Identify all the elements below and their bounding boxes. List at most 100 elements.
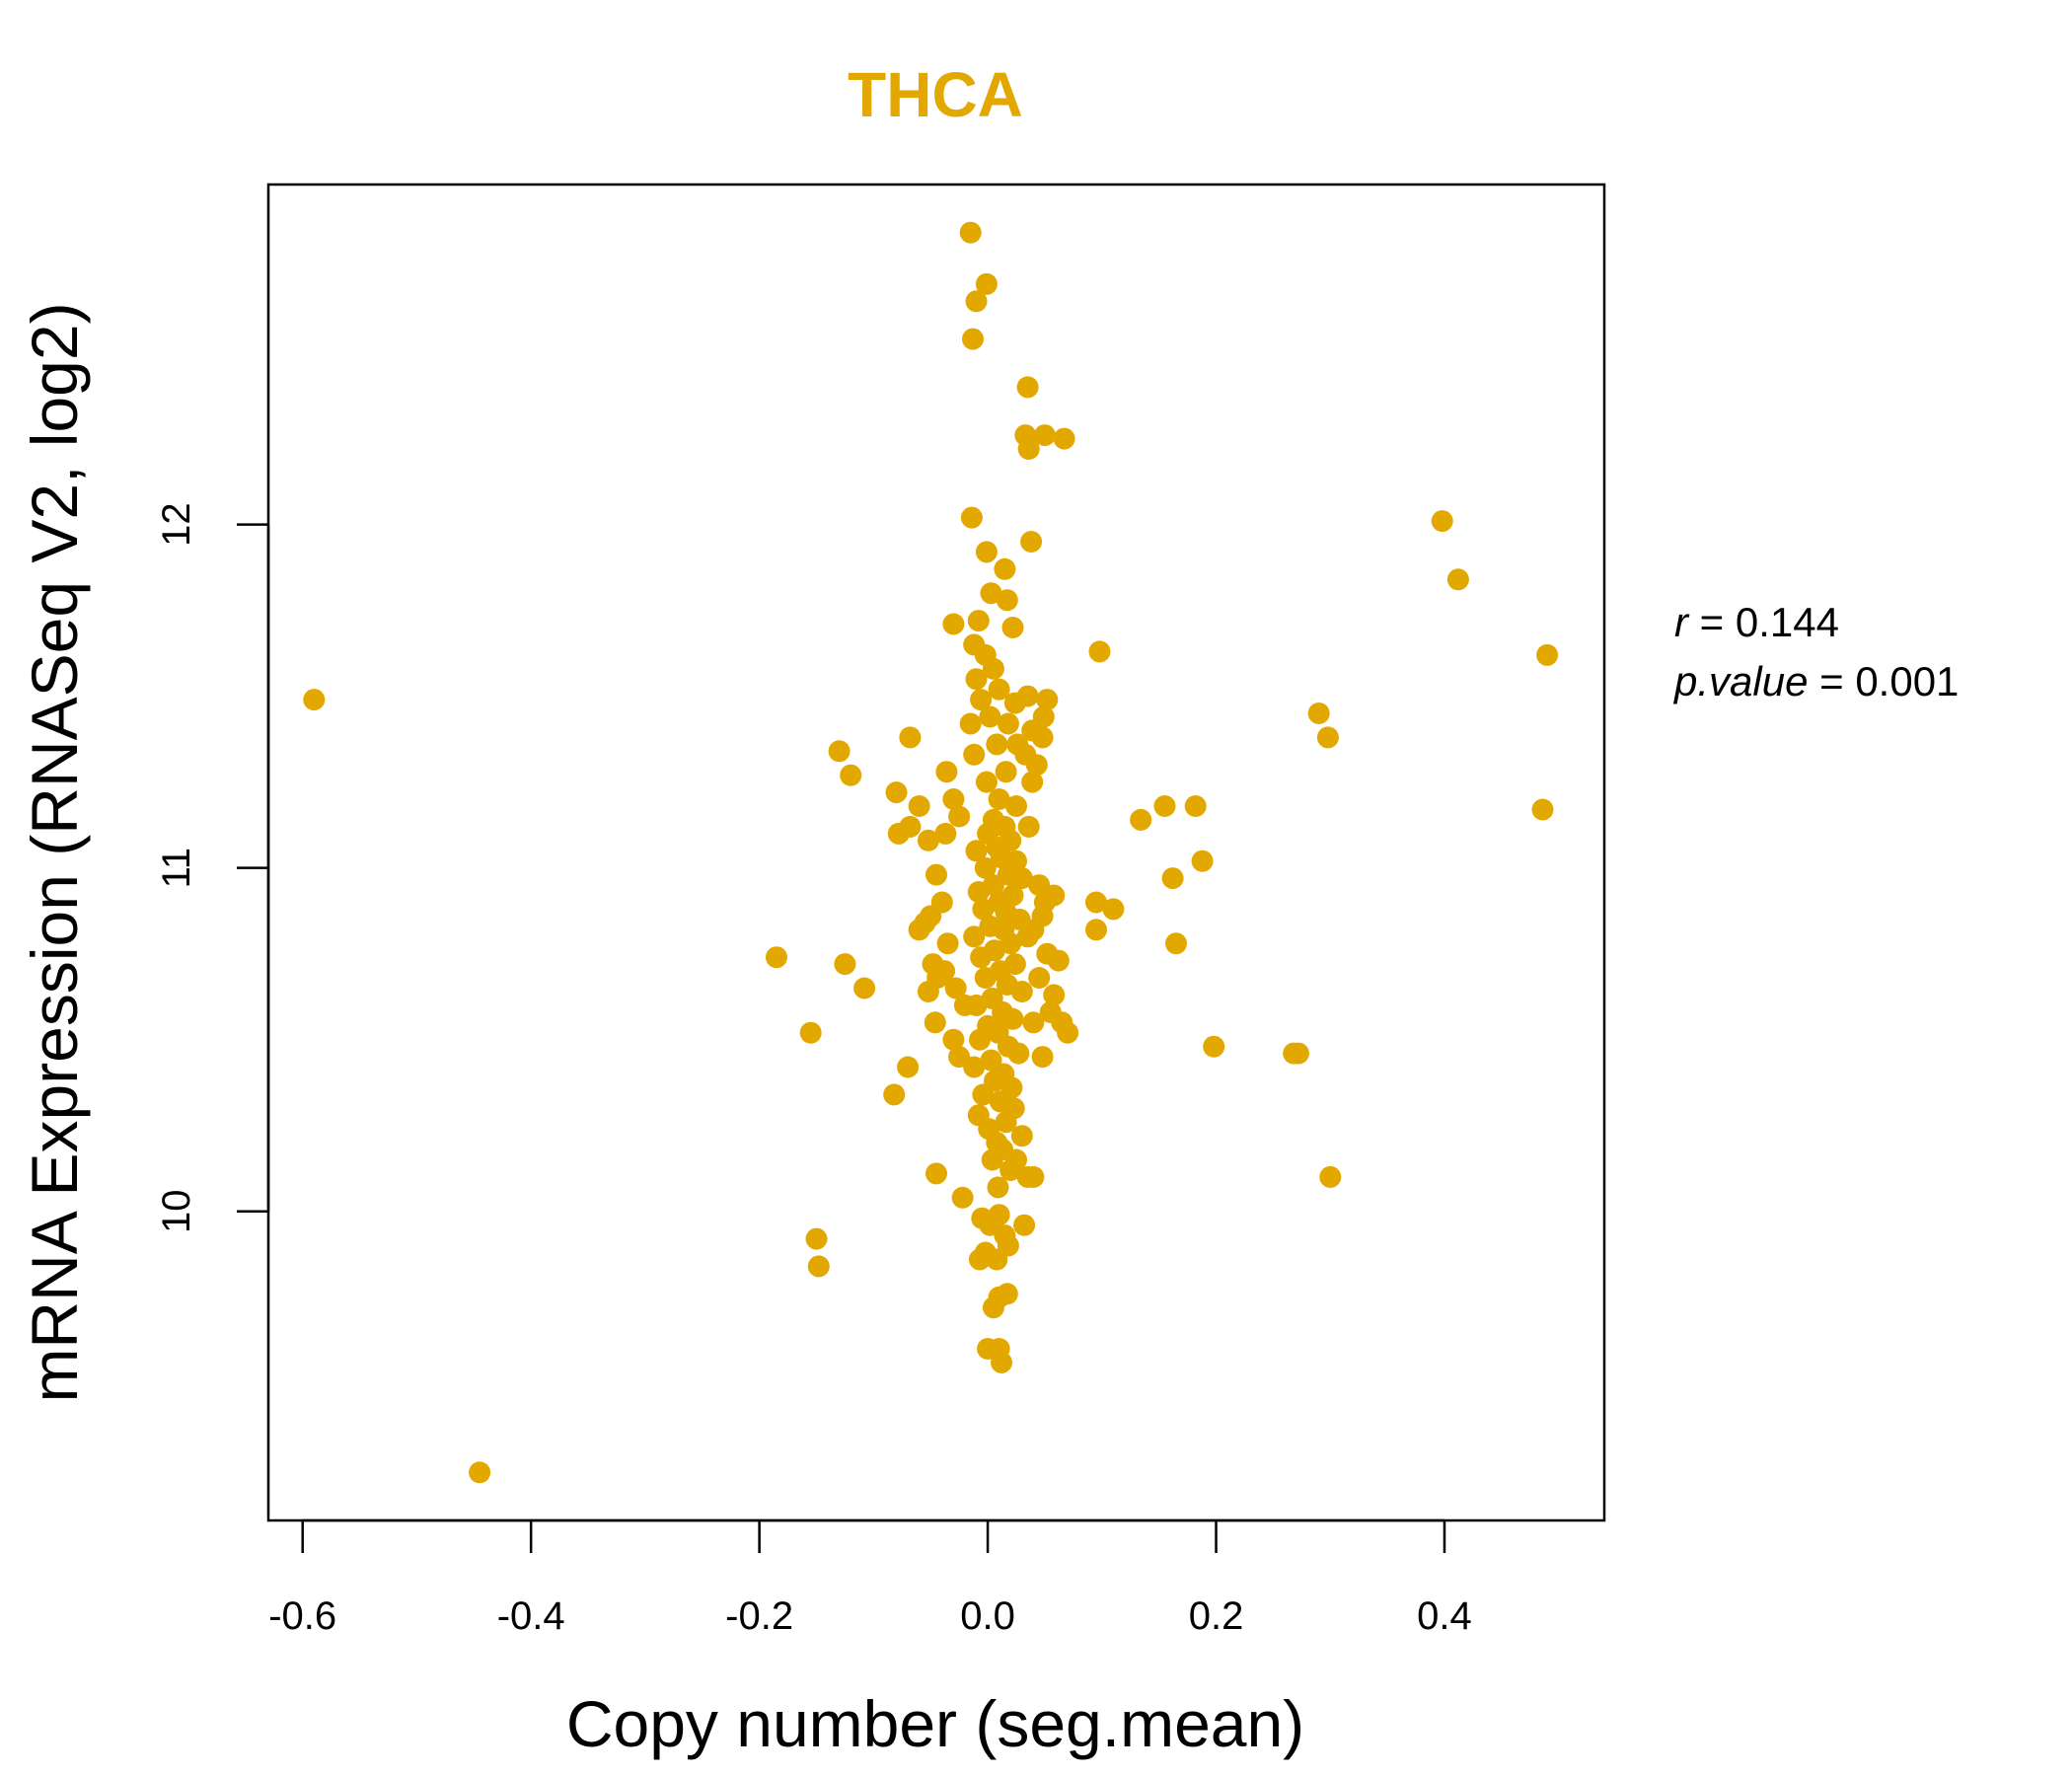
data-point <box>917 981 939 1002</box>
data-point <box>944 977 967 999</box>
data-point <box>853 977 876 999</box>
data-point <box>975 272 998 295</box>
data-point <box>1446 568 1469 591</box>
data-point <box>959 712 982 735</box>
data-point <box>970 689 993 711</box>
data-point <box>925 863 947 886</box>
data-point <box>942 788 965 810</box>
data-point <box>1010 867 1033 890</box>
data-point <box>996 589 1018 612</box>
data-point <box>960 506 983 529</box>
r-label: r <box>1674 599 1690 645</box>
data-point <box>1153 795 1176 817</box>
data-point <box>1028 967 1051 989</box>
data-point <box>1020 531 1043 553</box>
data-point <box>991 1351 1012 1373</box>
data-point <box>1130 808 1152 831</box>
data-point <box>1307 703 1330 724</box>
data-point <box>934 822 957 845</box>
data-point <box>303 689 326 711</box>
svg-text:p.value = 0.001: p.value = 0.001 <box>1672 658 1959 704</box>
data-point <box>942 1028 965 1051</box>
data-point <box>1191 850 1214 872</box>
data-point <box>948 805 971 828</box>
data-point <box>807 1255 830 1278</box>
data-point <box>982 1296 1004 1319</box>
data-point <box>840 764 862 786</box>
data-point <box>1031 1046 1054 1069</box>
data-point <box>1007 1042 1030 1065</box>
data-point <box>1031 726 1054 749</box>
data-point <box>933 960 956 983</box>
data-point <box>1005 795 1027 817</box>
data-point <box>962 328 984 350</box>
x-tick-label: 0.4 <box>1417 1594 1472 1638</box>
data-point <box>963 743 986 766</box>
x-axis: -0.6 -0.4 -0.2 0.0 0.2 0.4 <box>268 1518 1472 1638</box>
data-point <box>979 705 1001 728</box>
data-point <box>917 829 939 851</box>
data-point <box>1161 867 1184 890</box>
data-point <box>1022 1165 1045 1188</box>
data-point <box>1016 685 1039 707</box>
data-point <box>1088 640 1111 663</box>
data-point <box>935 761 958 783</box>
data-point <box>1010 981 1033 1002</box>
data-point <box>1431 510 1453 533</box>
data-point <box>828 740 851 763</box>
data-point <box>1017 438 1040 460</box>
data-point <box>1033 424 1056 447</box>
data-point <box>1021 771 1044 793</box>
data-point <box>963 925 986 948</box>
y-axis: 10 11 12 <box>155 502 270 1233</box>
data-point <box>972 898 995 921</box>
data-point <box>1001 617 1024 638</box>
x-tick-label: 0.2 <box>1189 1594 1244 1638</box>
data-point <box>834 953 856 976</box>
plot-frame <box>266 183 1606 1522</box>
data-point <box>969 1028 991 1051</box>
data-point <box>799 1021 822 1044</box>
data-point <box>1203 1035 1225 1058</box>
y-tick-label: 11 <box>155 848 198 889</box>
data-point <box>974 856 997 879</box>
data-point <box>1043 984 1066 1006</box>
data-point <box>970 946 993 969</box>
data-point <box>981 1148 1003 1171</box>
data-point <box>883 1083 906 1106</box>
data-point <box>975 771 998 793</box>
x-tick-label: -0.6 <box>268 1594 336 1638</box>
data-point <box>1033 891 1056 914</box>
chart-title: THCA <box>848 59 1023 130</box>
data-point <box>1022 1011 1045 1034</box>
y-tick-label: 12 <box>155 502 198 547</box>
data-point <box>805 1227 828 1250</box>
correlation-stats: r = 0.144 p.value = 0.001 <box>1672 599 1959 704</box>
data-point <box>1165 932 1187 955</box>
data-point <box>988 788 1010 810</box>
data-point <box>1053 427 1075 450</box>
data-point <box>925 1162 947 1185</box>
data-point <box>1016 376 1039 399</box>
data-point <box>972 1083 995 1106</box>
data-point <box>980 1049 1002 1072</box>
data-point <box>969 1248 991 1271</box>
data-point <box>974 967 997 989</box>
data-point <box>908 919 930 941</box>
data-point <box>1319 1165 1342 1188</box>
data-point <box>1025 754 1048 777</box>
x-tick-label: -0.2 <box>725 1594 793 1638</box>
data-point <box>975 541 998 563</box>
data-point <box>936 932 959 955</box>
data-point <box>1047 949 1070 972</box>
data-point <box>1013 1214 1036 1236</box>
data-point <box>899 815 922 838</box>
data-point <box>1531 798 1554 821</box>
data-point <box>942 613 965 635</box>
data-point <box>995 1111 1017 1134</box>
data-point <box>897 1056 920 1078</box>
data-point <box>959 221 982 244</box>
data-point <box>766 946 787 969</box>
x-tick-label: -0.4 <box>497 1594 565 1638</box>
